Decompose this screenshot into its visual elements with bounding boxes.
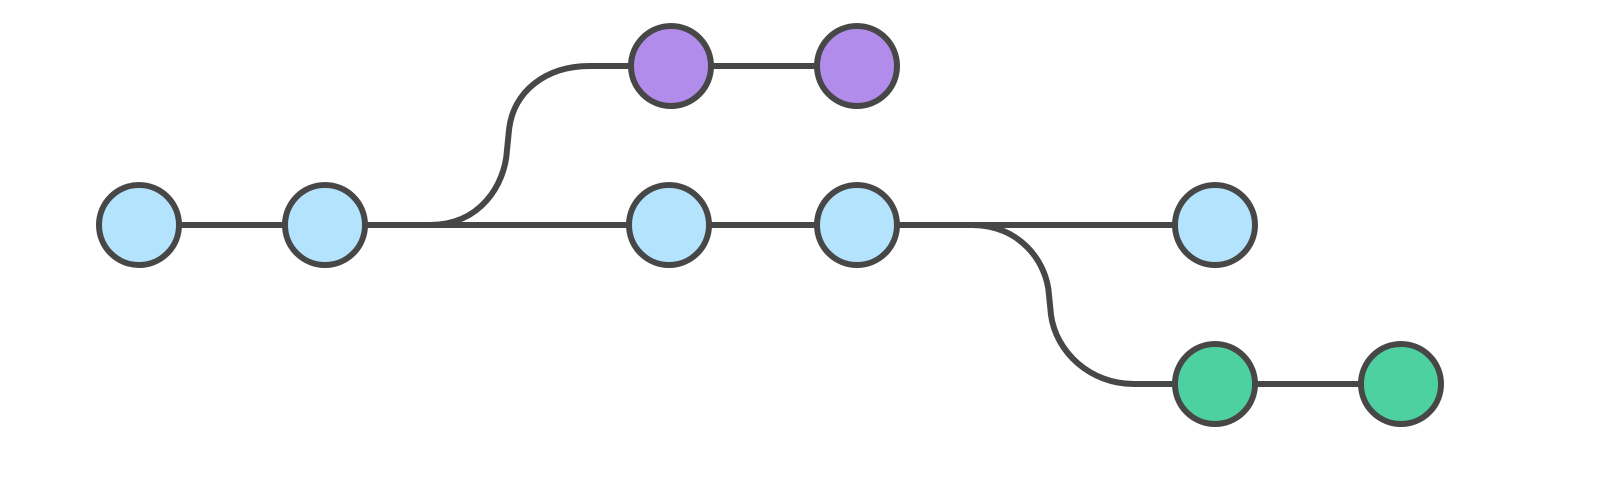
commit-nodes <box>96 23 1444 427</box>
main-commit-node-2 <box>282 182 368 268</box>
feature-top-commit-node-2 <box>814 23 900 109</box>
main-commit-node-4 <box>814 182 900 268</box>
feature-top-commit-node-1 <box>628 23 714 109</box>
feature-top-branch-line <box>427 63 860 228</box>
main-commit-node-1 <box>96 182 182 268</box>
feature-bottom-commit-node-2 <box>1358 341 1444 427</box>
feature-bottom-commit-node-1 <box>1172 341 1258 427</box>
main-commit-node-5 <box>1172 182 1258 268</box>
main-commit-node-3 <box>626 182 712 268</box>
feature-bottom-branch-line <box>969 222 1404 387</box>
